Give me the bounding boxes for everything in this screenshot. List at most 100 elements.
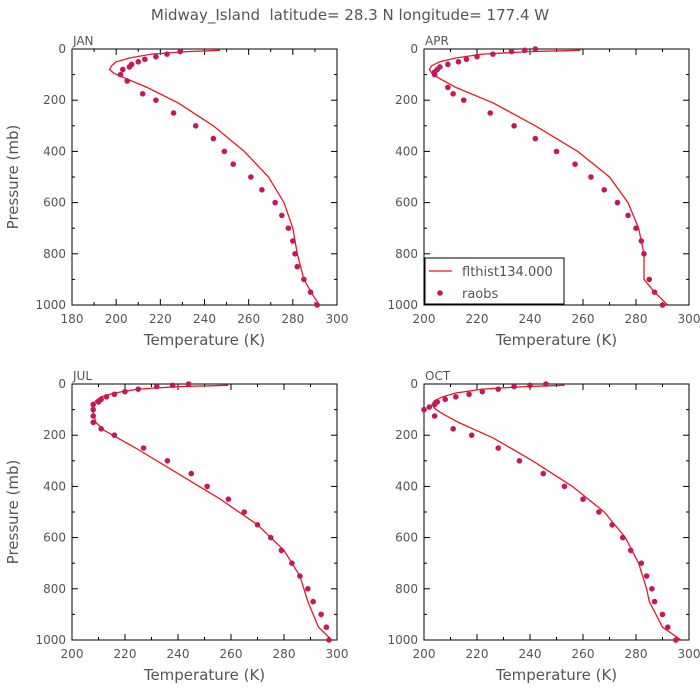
x-tick-label: 240	[519, 312, 542, 326]
raob-point	[289, 560, 295, 566]
raob-point	[638, 560, 645, 566]
raob-point	[169, 382, 176, 389]
raob-point	[297, 573, 303, 579]
raob-point	[90, 419, 96, 426]
raob-point	[527, 382, 533, 389]
raob-point	[278, 547, 285, 554]
legend-label: flthist134.000	[462, 265, 553, 280]
y-tick-label: 1000	[387, 298, 418, 312]
x-tick-label: 220	[466, 647, 489, 661]
raob-point	[672, 637, 679, 643]
x-tick-label: 260	[572, 647, 595, 661]
raob-point	[511, 383, 517, 390]
model-series-line-jan	[108, 49, 320, 306]
raob-point	[285, 225, 292, 231]
raob-point	[487, 110, 494, 116]
raob-point	[468, 432, 475, 439]
raob-point	[314, 302, 320, 308]
raob-point	[453, 394, 459, 400]
raob-point	[305, 586, 311, 592]
raob-point	[111, 391, 118, 398]
panel-label-jan: JAN	[72, 34, 94, 48]
y-tick-label: 400	[395, 144, 418, 158]
x-tick-label: 260	[572, 312, 595, 326]
x-tick-label: 260	[220, 647, 243, 661]
raob-point	[553, 148, 560, 155]
raob-point	[572, 161, 578, 167]
figure-title: Midway_Island latitude= 28.3 N longitude…	[151, 6, 549, 25]
raob-point	[450, 426, 456, 432]
raob-point	[122, 388, 128, 395]
x-tick-label: 300	[326, 312, 349, 326]
raob-point	[421, 406, 427, 413]
raob-point	[164, 51, 170, 57]
raob-point	[318, 611, 324, 618]
x-tick-label: 280	[273, 647, 296, 661]
y-axis-title: Pressure (mb)	[4, 460, 22, 565]
panel-jan: 180 200 220 240 260 280 300 0 200 400 600 800 1000 JA…	[4, 34, 348, 349]
raob-point	[221, 148, 228, 155]
raob-point	[153, 53, 159, 60]
raob-point	[495, 445, 502, 451]
raob-point	[627, 547, 634, 554]
raob-point	[609, 522, 615, 528]
model-series-line-jul	[92, 384, 333, 641]
raob-point	[479, 388, 486, 395]
raob-point	[474, 53, 480, 60]
raob-point	[140, 445, 147, 451]
raob-point	[463, 56, 470, 63]
raob-point	[204, 483, 210, 490]
y-tick-label: 600	[395, 196, 418, 210]
x-tick-label: 220	[149, 312, 172, 326]
raob-point	[124, 78, 131, 84]
raob-point	[442, 396, 449, 403]
raob-point	[633, 225, 639, 231]
raob-point	[103, 394, 110, 400]
raob-point	[139, 91, 146, 97]
raob-point	[659, 302, 666, 308]
x-tick-label: 200	[61, 647, 84, 661]
raob-point	[210, 135, 217, 142]
raob-point	[326, 637, 332, 643]
legend-box	[424, 257, 565, 305]
raob-point	[614, 199, 621, 206]
raob-point	[117, 71, 124, 78]
raob-point	[516, 458, 523, 464]
raob-point	[580, 496, 586, 503]
raob-point	[445, 61, 451, 68]
x-tick-label: 200	[413, 312, 436, 326]
raob-point	[90, 401, 96, 408]
raob-point	[638, 238, 645, 244]
raob-point	[90, 406, 96, 413]
y-tick-label: 800	[395, 247, 418, 261]
x-tick-label: 220	[466, 312, 489, 326]
raob-point	[625, 212, 631, 219]
raob-point	[643, 573, 650, 579]
x-tick-label: 260	[237, 312, 260, 326]
raob-point	[111, 432, 118, 439]
x-tick-label: 300	[326, 647, 349, 661]
x-tick-label: 300	[678, 312, 700, 326]
x-tick-label: 180	[61, 312, 84, 326]
raob-point	[267, 534, 274, 541]
x-tick-label: 240	[519, 647, 542, 661]
raob-point	[490, 51, 496, 57]
raob-point	[532, 135, 539, 142]
raob-point	[188, 470, 195, 477]
raob-point	[431, 71, 438, 78]
y-tick-label: 600	[43, 196, 66, 210]
raob-point	[596, 509, 602, 515]
y-tick-label: 1000	[35, 298, 66, 312]
y-tick-label: 1000	[35, 633, 66, 647]
raob-point	[323, 624, 330, 630]
x-tick-label: 240	[193, 312, 216, 326]
raob-point	[307, 289, 314, 296]
x-tick-label: 220	[114, 647, 137, 661]
raob-point	[466, 391, 472, 398]
raob-point	[310, 598, 316, 605]
raob-point	[431, 401, 438, 408]
raob-point	[225, 496, 232, 503]
y-axis-title: Pressure (mb)	[4, 125, 22, 230]
raob-point	[272, 199, 278, 206]
x-tick-label: 200	[413, 647, 436, 661]
